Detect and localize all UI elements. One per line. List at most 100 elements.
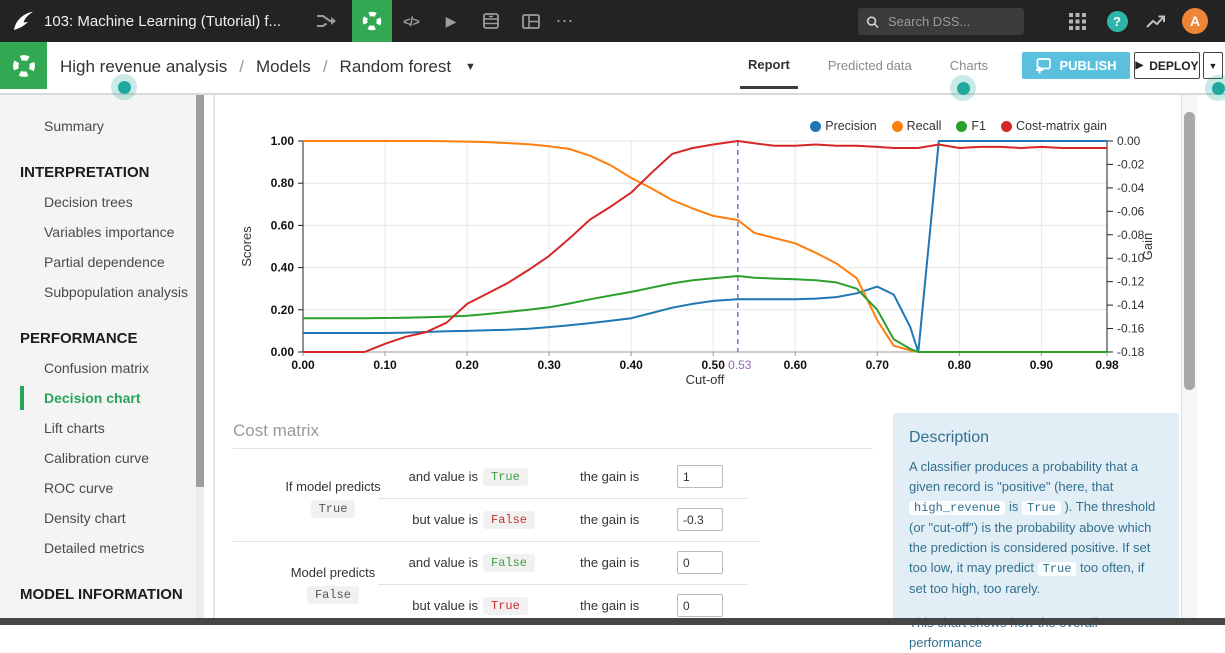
axis-tick-label: 0.00 [1117, 134, 1141, 148]
group-label: If model predicts [285, 478, 381, 494]
tutorial-hint-dot[interactable] [950, 75, 976, 101]
tab-report[interactable]: Report [740, 42, 798, 89]
gain-input[interactable] [677, 508, 723, 531]
sidebar-item-detailed-metrics[interactable]: Detailed metrics [0, 533, 196, 563]
search-input[interactable] [886, 13, 1016, 30]
legend-dot [810, 120, 822, 132]
sidebar-item-decision-trees[interactable]: Decision trees [0, 187, 196, 217]
sidebar-item-decision-chart[interactable]: Decision chart [0, 383, 196, 413]
gain-label: the gain is [580, 512, 640, 527]
series-precision [303, 140, 1107, 353]
deploy-button[interactable]: ▶ DEPLOY [1134, 52, 1200, 79]
code-notebook-icon[interactable]: </> [403, 13, 420, 29]
sidebar-heading-performance: PERFORMANCE [20, 329, 138, 347]
jobs-icon[interactable] [474, 0, 508, 42]
help-question-mark: ? [1106, 10, 1128, 32]
cutoff-label: 0.53 [728, 358, 752, 372]
series-f1 [303, 275, 1107, 353]
user-avatar[interactable]: A [1182, 8, 1208, 34]
model-dropdown-caret-icon[interactable]: ▼ [465, 61, 476, 73]
gain-input[interactable] [677, 465, 723, 488]
lab-icon-square[interactable] [0, 42, 47, 89]
more-menu-icon[interactable]: ⋯ [555, 10, 575, 31]
gain-input[interactable] [677, 594, 723, 617]
sidebar-item-label: Confusion matrix [44, 360, 150, 376]
axis-tick-label: 0.40 [271, 261, 295, 275]
gain-label: the gain is [580, 469, 640, 484]
dashboard-icon[interactable] [514, 0, 548, 42]
legend-item-f1: F1 [956, 119, 986, 133]
series-recall [303, 140, 1107, 353]
sidebar-item-variables-importance[interactable]: Variables importance [0, 217, 196, 247]
axis-tick-label: 0.70 [866, 358, 890, 372]
sidebar-item-label: Calibration curve [44, 450, 150, 466]
tutorial-hint-dot[interactable] [1205, 75, 1225, 101]
legend-item-precision: Precision [810, 119, 877, 133]
axis-tick-label: -0.04 [1117, 181, 1145, 195]
tutorial-hint-dot[interactable] [111, 74, 137, 100]
sidebar-item-lift-charts[interactable]: Lift charts [0, 413, 196, 443]
axis-tick-label: -0.14 [1117, 298, 1145, 312]
apps-grid-icon[interactable] [1060, 0, 1094, 42]
report-tabs: Report Predicted data Charts [740, 42, 996, 89]
actual-value-badge: False [483, 553, 536, 572]
sidebar-item-density-chart[interactable]: Density chart [0, 503, 196, 533]
y-axis-title-left: Scores [239, 226, 254, 267]
axis-tick-label: 0.00 [271, 345, 295, 359]
sidebar-item-summary[interactable]: Summary [0, 111, 196, 141]
publish-button[interactable]: PUBLISH [1022, 52, 1130, 79]
cost-matrix-title: Cost matrix [233, 421, 319, 440]
actual-value-badge: True [483, 467, 528, 486]
help-icon[interactable]: ? [1100, 0, 1134, 42]
run-icon[interactable]: ▶ [445, 12, 457, 29]
sidebar-item-label: Lift charts [44, 420, 105, 436]
flow-icon[interactable] [310, 0, 344, 42]
sidebar-item-label: Partial dependence [44, 254, 165, 270]
row-divider [378, 498, 748, 499]
tab-predicted-data[interactable]: Predicted data [827, 58, 912, 73]
legend-item-cost-matrix-gain: Cost-matrix gain [1001, 119, 1107, 133]
axis-tick-label: 0.60 [271, 218, 295, 232]
axis-tick-label: 0.98 [1095, 358, 1119, 372]
cost-matrix-row: but value is True the gain is [233, 584, 883, 627]
sidebar-item-confusion-matrix[interactable]: Confusion matrix [0, 353, 196, 383]
sidebar-item-calibration-curve[interactable]: Calibration curve [0, 443, 196, 473]
predicts-group-label: If model predicts True [233, 455, 433, 541]
visual-analysis-lab-icon[interactable] [352, 0, 392, 42]
axis-tick-label: 0.10 [373, 358, 397, 372]
sidebar-item-label: Density chart [44, 510, 126, 526]
predicts-group-label: Model predicts False [233, 541, 433, 627]
window-title: 103: Machine Learning (Tutorial) f... [44, 12, 282, 30]
breadcrumb-project[interactable]: High revenue analysis [60, 57, 228, 76]
tab-charts[interactable]: Charts [949, 58, 989, 73]
breadcrumb-model-name[interactable]: Random forest [339, 57, 452, 76]
predicted-value-badge: False [306, 585, 359, 604]
main-scrollbar-thumb[interactable] [1184, 112, 1195, 390]
sidebar-item-subpopulation-analysis[interactable]: Subpopulation analysis [0, 277, 196, 307]
legend-dot [1001, 120, 1012, 132]
dataiku-logo-icon[interactable] [10, 9, 36, 33]
axis-tick-label: 0.90 [1030, 358, 1054, 372]
legend-dot [891, 120, 903, 132]
axis-tick-label: -0.02 [1117, 157, 1145, 171]
window-bottom-edge [0, 618, 1225, 625]
gain-input[interactable] [677, 551, 723, 574]
sidebar-item-roc-curve[interactable]: ROC curve [0, 473, 196, 503]
description-title: Description [909, 429, 990, 446]
condition-label: and value is [408, 469, 478, 484]
sidebar-item-partial-dependence[interactable]: Partial dependence [0, 247, 196, 277]
code-pill: True [1022, 501, 1061, 516]
axis-tick-label: 0.50 [702, 358, 726, 372]
gain-label: the gain is [580, 598, 640, 613]
decision-chart[interactable]: 0.00 0.20 0.40 0.60 0.80 1.00 0.00 -0.02 -0.04 -0… [213, 100, 1193, 400]
sidebar-scrollbar-thumb[interactable] [196, 95, 204, 487]
breadcrumb-models[interactable]: Models [256, 57, 311, 76]
actual-value-badge: True [483, 596, 528, 615]
group-label: Model predicts [290, 564, 376, 580]
deploy-options-caret-button[interactable]: ▼ [1203, 52, 1223, 79]
sidebar-item-label: ROC curve [44, 480, 114, 496]
model-report-sidebar: Summary INTERPRETATION Decision trees Varia… [0, 95, 196, 625]
sidebar-heading-model-information: MODEL INFORMATION [20, 585, 183, 603]
monitoring-trend-icon[interactable] [1138, 0, 1172, 42]
search-box[interactable] [858, 8, 1024, 35]
